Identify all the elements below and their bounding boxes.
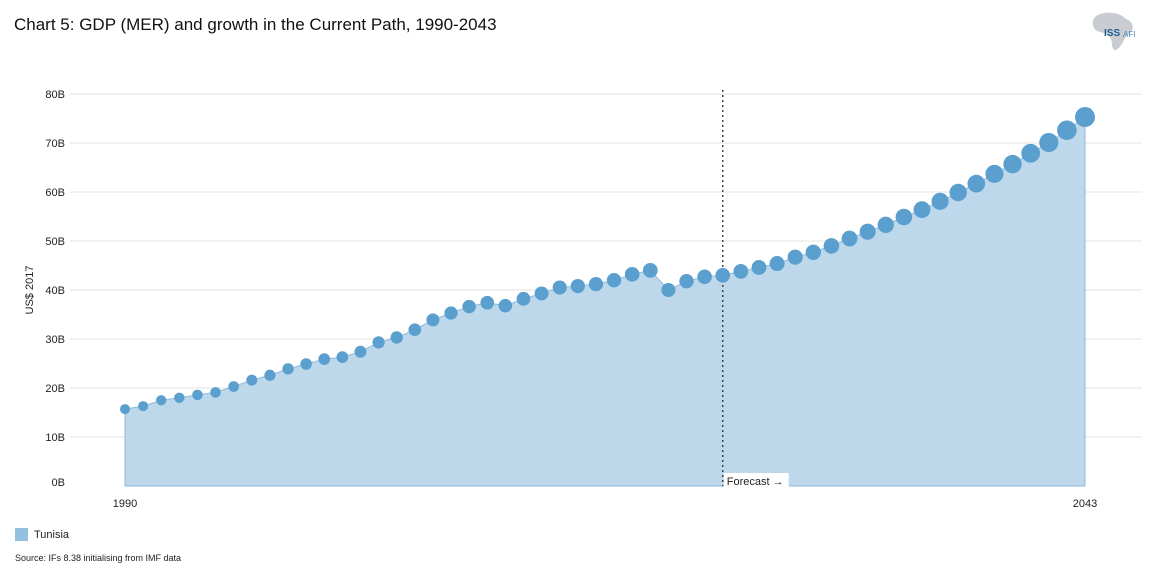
gdp-point-2008 [444, 306, 458, 320]
gdp-point-2032 [877, 216, 894, 233]
y-tick-label: 20B [45, 383, 65, 395]
gdp-point-2040 [1021, 143, 1041, 163]
gdp-point-2043 [1075, 107, 1095, 128]
y-axis-label: US$ 2017 [24, 266, 36, 315]
x-tick-label: 2043 [1073, 498, 1097, 510]
gdp-point-2006 [408, 323, 422, 337]
forecast-label-background [723, 473, 789, 488]
gdp-point-2036 [949, 183, 967, 202]
y-tick-label: 10B [45, 432, 65, 444]
gdp-point-2037 [967, 174, 986, 193]
gdp-point-2014 [552, 280, 567, 295]
x-tick-labels: 1990 2043 [113, 498, 1097, 510]
gdp-point-2041 [1039, 132, 1059, 153]
gdp-point-1993 [174, 392, 185, 403]
chart-title: Chart 5: GDP (MER) and growth in the Cur… [14, 15, 497, 34]
gdp-point-2021 [679, 273, 694, 289]
gdp-point-2019 [642, 263, 658, 278]
logo-afi-text: AFI [1123, 30, 1136, 39]
africa-logo-icon [1092, 12, 1133, 51]
gdp-point-1994 [192, 389, 203, 401]
gdp-point-2023 [715, 268, 731, 283]
gdp-point-2022 [697, 269, 712, 285]
y-tick-label: 0B [52, 477, 65, 489]
gdp-point-2035 [931, 192, 949, 210]
gdp-point-2015 [570, 278, 585, 294]
y-tick-labels: 0B 10B 20B 30B 40B 50B 60B 70B 80B [45, 89, 65, 489]
gdp-point-2033 [895, 208, 913, 226]
legend: Tunisia [15, 528, 69, 541]
gdp-point-2007 [426, 313, 440, 327]
gdp-point-2030 [841, 230, 858, 247]
gdp-point-1995 [210, 387, 221, 398]
y-tick-label: 40B [45, 285, 65, 297]
gdp-point-2001 [318, 353, 331, 365]
gdp-point-2028 [805, 244, 821, 260]
gdp-point-2000 [300, 358, 312, 370]
gdp-point-2042 [1057, 120, 1077, 141]
y-tick-label: 60B [45, 187, 65, 199]
gdp-point-1999 [282, 363, 294, 375]
gdp-point-2002 [336, 351, 349, 364]
gdp-point-2020 [661, 282, 676, 298]
gdp-point-2011 [498, 298, 513, 313]
y-tick-label: 70B [45, 138, 65, 150]
forecast-label: Forecast → [727, 476, 784, 488]
gdp-point-2039 [1003, 154, 1022, 174]
legend-label-tunisia: Tunisia [34, 528, 70, 541]
logo-iss-text: ISS [1104, 28, 1121, 39]
gdp-point-2004 [372, 336, 385, 349]
gdp-point-2016 [588, 276, 604, 292]
source-note: Source: IFs 8.38 initialising from IMF d… [15, 553, 182, 563]
gdp-point-2027 [787, 249, 803, 265]
gdp-point-2034 [913, 201, 931, 219]
gdp-point-1997 [246, 374, 258, 386]
gdp-point-2012 [516, 291, 531, 306]
gdp-point-2029 [823, 238, 840, 254]
gdp-point-2003 [354, 345, 367, 358]
gdp-point-2024 [733, 264, 749, 279]
y-tick-label: 80B [45, 89, 65, 101]
y-tick-label: 50B [45, 236, 65, 248]
gdp-point-2009 [462, 299, 476, 314]
gdp-points [120, 107, 1095, 415]
gdp-point-2018 [624, 267, 640, 282]
gdp-point-1990 [120, 404, 130, 415]
y-tick-label: 30B [45, 334, 65, 346]
gdp-point-2017 [606, 272, 622, 288]
gdp-point-1996 [228, 381, 240, 392]
gdp-point-2013 [534, 286, 549, 301]
gdp-point-2031 [859, 223, 876, 240]
x-tick-label: 1990 [113, 498, 137, 510]
gdp-point-1998 [264, 369, 276, 381]
gdp-point-2038 [985, 164, 1004, 183]
gdp-point-2005 [390, 331, 403, 344]
gdp-point-2026 [769, 256, 785, 272]
legend-swatch-tunisia [15, 528, 28, 541]
gdp-point-2025 [751, 260, 767, 275]
gdp-area-tunisia [124, 116, 1086, 487]
gdp-point-2010 [480, 295, 495, 310]
gdp-point-1992 [156, 395, 167, 406]
gdp-point-1991 [138, 401, 149, 412]
